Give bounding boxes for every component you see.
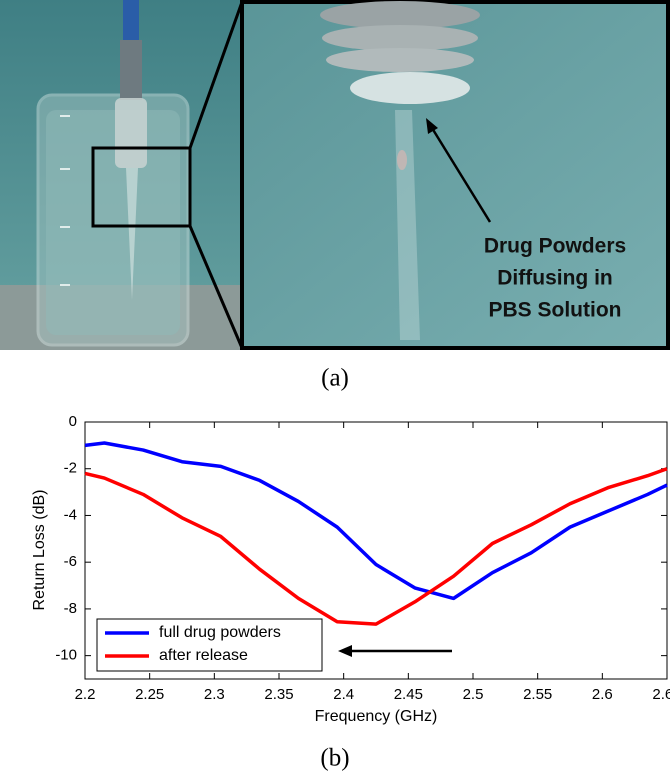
y-tick-label: -6 <box>64 553 77 570</box>
x-tick-label: 2.2 <box>75 686 96 703</box>
x-tick-label: 2.65 <box>652 686 670 703</box>
photo-left <box>0 0 242 350</box>
x-tick-label: 2.55 <box>523 686 552 703</box>
annotation: Diffusing in <box>497 267 612 290</box>
arrow-head <box>338 645 352 657</box>
x-tick-label: 2.4 <box>333 686 354 703</box>
x-tick-label: 2.5 <box>463 686 484 703</box>
x-tick-label: 2.3 <box>204 686 225 703</box>
y-tick-label: -2 <box>64 460 77 477</box>
legend-label: full drug powders <box>159 624 281 641</box>
x-tick-label: 2.25 <box>135 686 164 703</box>
x-tick-label: 2.45 <box>394 686 423 703</box>
y-tick-label: -8 <box>64 600 77 617</box>
annotation: PBS Solution <box>489 299 622 322</box>
annotation: Drug Powders <box>484 235 626 258</box>
panel-label: (a) <box>321 365 349 392</box>
y-tick-label: 0 <box>69 413 77 430</box>
x-axis-label: Frequency (GHz) <box>315 708 438 725</box>
y-axis-label: Return Loss (dB) <box>31 490 48 611</box>
line <box>84 467 668 626</box>
y-tick-label: -4 <box>64 506 77 523</box>
x-tick-label: 2.6 <box>592 686 613 703</box>
x-tick-label: 2.35 <box>264 686 293 703</box>
y-tick-label: -10 <box>55 647 77 664</box>
panel-label: (b) <box>320 745 349 772</box>
beaker-marks <box>60 115 70 286</box>
legend <box>96 618 323 672</box>
legend-label: after release <box>159 647 248 664</box>
line <box>84 441 668 601</box>
plot: 0 -2 -4 -6 -8 -10 2.2 2.25 2.3 2.35 2.4 2.45 2.5 2.55… <box>55 413 670 703</box>
photo-zoom <box>240 0 670 350</box>
